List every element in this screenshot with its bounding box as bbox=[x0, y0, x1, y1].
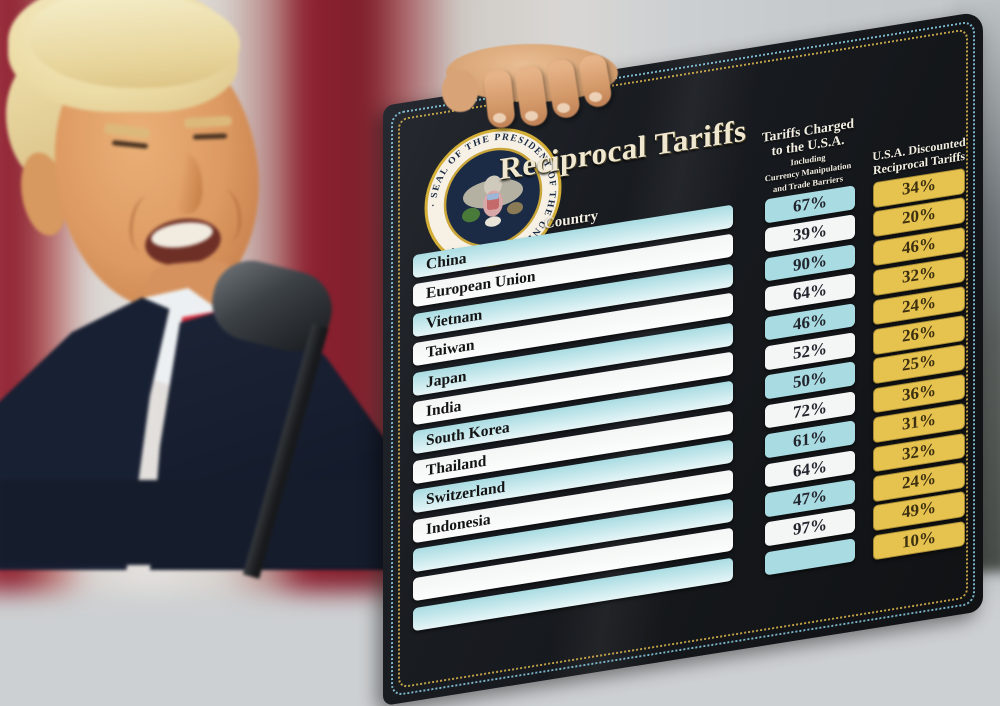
fingernail bbox=[493, 113, 506, 123]
thumb bbox=[442, 70, 478, 112]
suit-jacket bbox=[0, 480, 400, 565]
fingernail bbox=[557, 103, 570, 113]
fingernail bbox=[525, 111, 538, 121]
hair bbox=[30, 0, 240, 88]
speaker-figure bbox=[0, 0, 400, 579]
fingernail bbox=[589, 92, 602, 102]
reciprocal-tariffs-board: · SEAL OF THE PRESIDENT OF THE UNITED ST… bbox=[383, 10, 983, 706]
